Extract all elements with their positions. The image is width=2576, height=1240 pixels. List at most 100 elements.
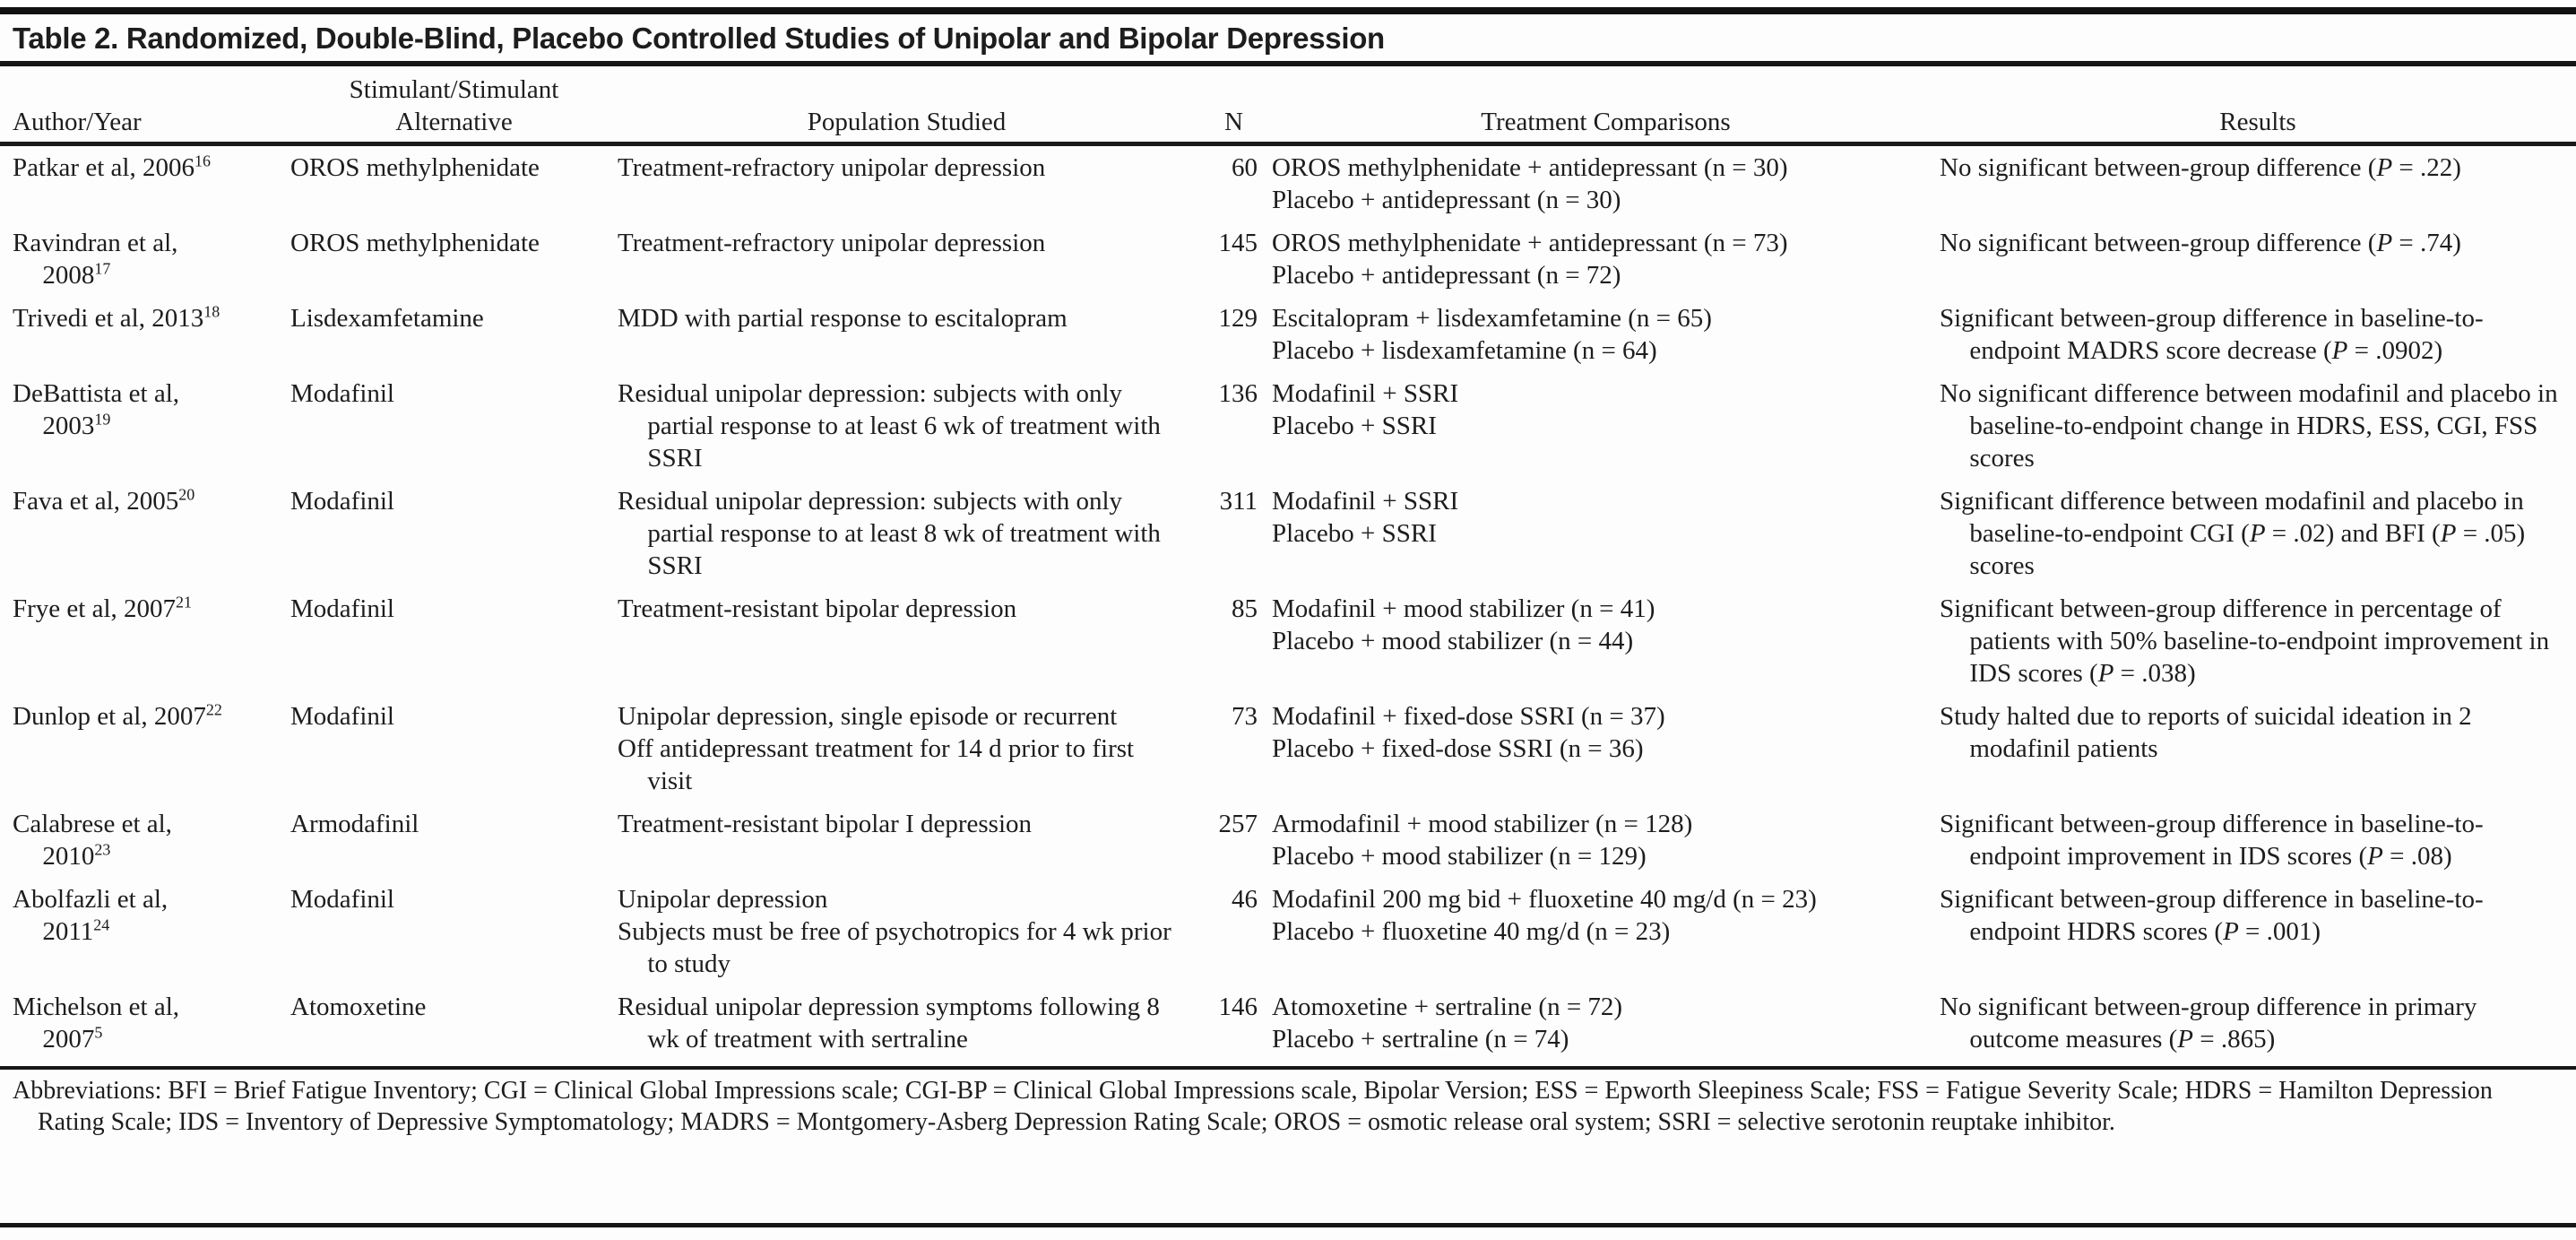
treatment-arm: Placebo + fluoxetine 40 mg/d (n = 23) <box>1272 917 1671 946</box>
author-year-cell: Abolfazli et al, 201124 <box>13 883 267 948</box>
table-body: Patkar et al, 200616 OROS methylphenidat… <box>0 144 2576 1067</box>
population-cell: MDD with partial response to escitalopra… <box>618 302 1196 377</box>
n-cell: 85 <box>1232 594 1258 623</box>
results-cell: No significant between-group difference … <box>1940 153 2461 182</box>
n-cell: 129 <box>1218 304 1258 333</box>
stimulant-cell: Modafinil <box>290 885 394 914</box>
author-year-cell: Dunlop et al, 200722 <box>13 700 267 733</box>
treatment-arm: Placebo + mood stabilizer (n = 129) <box>1272 842 1647 871</box>
population-line: Treatment-refractory unipolar depression <box>618 153 1046 182</box>
treatment-arm: Modafinil + mood stabilizer (n = 41) <box>1272 594 1655 623</box>
author-year-cell: Patkar et al, 200616 <box>13 152 267 184</box>
treatment-arm: Modafinil 200 mg bid + fluoxetine 40 mg/… <box>1272 885 1817 914</box>
reference-number: 17 <box>94 259 111 278</box>
results-cell: Study halted due to reports of suicidal … <box>1940 702 2472 763</box>
treatment-arm: Placebo + mood stabilizer (n = 44) <box>1272 627 1634 655</box>
reference-number: 23 <box>94 840 111 859</box>
author-text: Abolfazli et al, 2011 <box>13 885 169 946</box>
population-cell: Treatment-refractory unipolar depression <box>618 144 1196 228</box>
results-cell: Significant difference between modafinil… <box>1940 487 2526 580</box>
author-text: DeBattista et al, 2003 <box>13 379 180 440</box>
population-line: Residual unipolar depression symptoms fo… <box>618 993 1160 1054</box>
author-year-cell: Michelson et al, 20075 <box>13 991 267 1055</box>
stimulant-cell: Modafinil <box>290 487 394 516</box>
population-cell: Residual unipolar depression: subjects w… <box>618 377 1196 485</box>
n-cell: 73 <box>1232 702 1258 731</box>
n-cell: 311 <box>1219 487 1258 516</box>
population-line: Treatment-resistant bipolar depression <box>618 594 1017 623</box>
population-line: Treatment-resistant bipolar I depression <box>618 810 1033 838</box>
results-cell: Significant between-group difference in … <box>1940 304 2484 365</box>
population-line: Off antidepressant treatment for 14 d pr… <box>618 734 1135 795</box>
treatment-comparisons-cell: Atomoxetine + sertraline (n = 72) Placebo… <box>1272 991 1940 1066</box>
reference-number: 24 <box>93 915 110 934</box>
table-row: Abolfazli et al, 201124 Modafinil Unipol… <box>0 883 2576 991</box>
population-cell: Residual unipolar depression: subjects w… <box>618 485 1196 593</box>
table-row: Dunlop et al, 200722 Modafinil Unipolar … <box>0 700 2576 808</box>
table-row: Trivedi et al, 201318 Lisdexamfetamine M… <box>0 302 2576 377</box>
author-text: Patkar et al, 2006 <box>13 153 194 182</box>
population-cell: Treatment-resistant bipolar I depression <box>618 808 1196 883</box>
treatment-comparisons-cell: Escitalopram + lisdexamfetamine (n = 65)… <box>1272 302 1940 377</box>
author-year-cell: DeBattista et al, 200319 <box>13 377 267 442</box>
author-text: Frye et al, 2007 <box>13 594 177 623</box>
treatment-arm: OROS methylphenidate + antidepressant (n… <box>1272 153 1788 182</box>
n-cell: 257 <box>1218 810 1258 838</box>
population-cell: Unipolar depression, single episode or r… <box>618 700 1196 808</box>
author-year-cell: Ravindran et al, 200817 <box>13 227 267 291</box>
stimulant-cell: Armodafinil <box>290 810 419 838</box>
abbreviations-text: Abbreviations: BFI = Brief Fatigue Inven… <box>13 1077 2493 1136</box>
author-year-cell: Frye et al, 200721 <box>13 593 267 625</box>
treatment-arm: Modafinil + SSRI <box>1272 487 1459 516</box>
table-row: Calabrese et al, 201023 Armodafinil Trea… <box>0 808 2576 883</box>
treatment-comparisons-cell: Modafinil + fixed-dose SSRI (n = 37) Plac… <box>1272 700 1940 808</box>
top-rule <box>0 7 2576 14</box>
stimulant-cell: Lisdexamfetamine <box>290 304 484 333</box>
population-cell: Unipolar depression Subjects must be free… <box>618 883 1196 991</box>
reference-number: 5 <box>94 1023 103 1042</box>
reference-number: 18 <box>203 302 220 321</box>
stimulant-cell: Atomoxetine <box>290 993 427 1021</box>
stimulant-cell: Modafinil <box>290 702 394 731</box>
author-text: Fava et al, 2005 <box>13 487 179 516</box>
treatment-comparisons-cell: Modafinil + SSRI Placebo + SSRI <box>1272 485 1940 593</box>
treatment-arm: Placebo + lisdexamfetamine (n = 64) <box>1272 336 1657 365</box>
column-header-results: Results <box>1940 66 2576 146</box>
results-cell: Significant between-group difference in … <box>1940 594 2550 688</box>
abbreviations-footnote: Abbreviations: BFI = Brief Fatigue Inven… <box>0 1070 2576 1145</box>
treatment-comparisons-cell: Modafinil 200 mg bid + fluoxetine 40 mg/… <box>1272 883 1940 991</box>
treatment-arm: Placebo + SSRI <box>1272 412 1437 440</box>
author-text: Dunlop et al, 2007 <box>13 702 206 731</box>
n-cell: 46 <box>1232 885 1258 914</box>
footnote-divider-rule <box>0 1066 2576 1070</box>
stimulant-cell: Modafinil <box>290 594 394 623</box>
n-cell: 146 <box>1218 993 1258 1021</box>
author-text: Ravindran et al, 2008 <box>13 229 178 290</box>
results-cell: No significant between-group difference … <box>1940 993 2477 1054</box>
table-row: Ravindran et al, 200817 OROS methylpheni… <box>0 227 2576 302</box>
reference-number: 21 <box>176 593 192 611</box>
author-text: Michelson et al, 2007 <box>13 993 180 1054</box>
author-year-cell: Fava et al, 200520 <box>13 485 267 517</box>
population-line: Unipolar depression <box>618 885 828 914</box>
treatment-arm: Modafinil + SSRI <box>1272 379 1459 408</box>
results-cell: No significant difference between modafi… <box>1940 379 2558 473</box>
table-header-row: Author/Year Stimulant/Stimulant Alternat… <box>0 66 2576 146</box>
author-text: Calabrese et al, 2010 <box>13 810 172 871</box>
n-cell: 145 <box>1218 229 1258 257</box>
treatment-comparisons-cell: OROS methylphenidate + antidepressant (n… <box>1272 144 1940 228</box>
results-cell: Significant between-group difference in … <box>1940 885 2484 946</box>
treatment-arm: Armodafinil + mood stabilizer (n = 128) <box>1272 810 1693 838</box>
treatment-comparisons-cell: Armodafinil + mood stabilizer (n = 128) P… <box>1272 808 1940 883</box>
treatment-arm: Modafinil + fixed-dose SSRI (n = 37) <box>1272 702 1665 731</box>
reference-number: 16 <box>194 152 211 170</box>
n-cell: 136 <box>1218 379 1258 408</box>
results-cell: Significant between-group difference in … <box>1940 810 2484 871</box>
population-line: Treatment-refractory unipolar depression <box>618 229 1046 257</box>
treatment-comparisons-cell: Modafinil + mood stabilizer (n = 41) Plac… <box>1272 593 1940 700</box>
n-cell: 60 <box>1232 153 1258 182</box>
treatment-arm: Placebo + sertraline (n = 74) <box>1272 1025 1569 1054</box>
table-row: Michelson et al, 20075 Atomoxetine Resid… <box>0 991 2576 1066</box>
stimulant-cell: OROS methylphenidate <box>290 153 540 182</box>
table-title: Table 2. Randomized, Double-Blind, Place… <box>13 22 1385 55</box>
